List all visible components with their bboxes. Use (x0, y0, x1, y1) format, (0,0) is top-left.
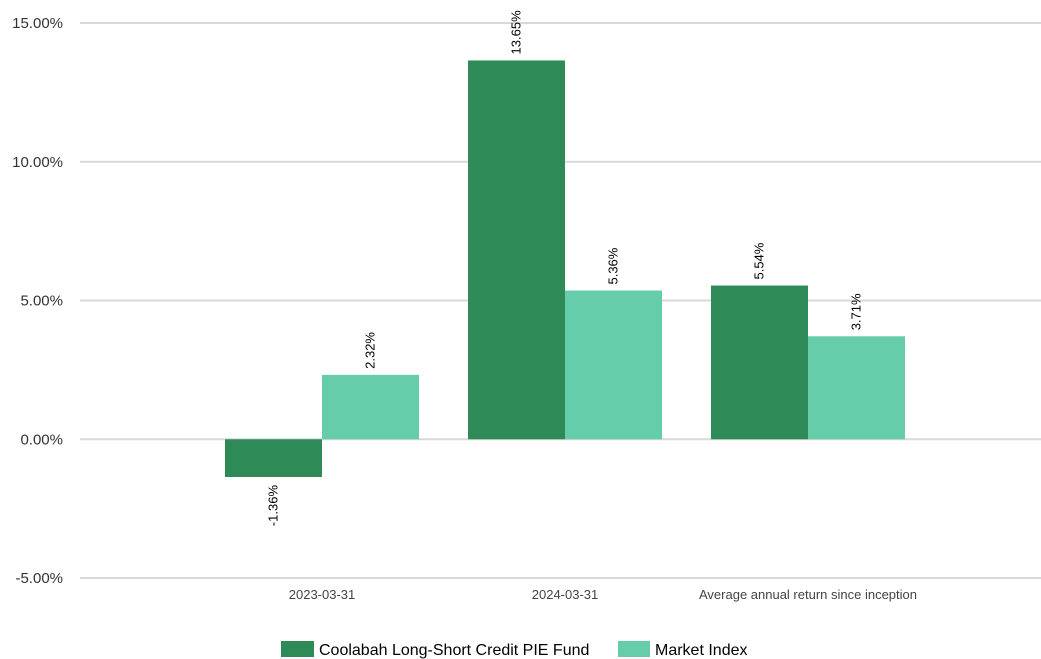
legend-label: Market Index (655, 642, 747, 659)
y-axis-ticks: 15.00% 10.00% 5.00% 0.00% -5.00% (12, 15, 63, 587)
bars (225, 60, 905, 477)
bar (468, 60, 565, 440)
bar (322, 374, 419, 440)
y-tick-label: 15.00% (12, 15, 63, 32)
legend-label: Coolabah Long-Short Credit PIE Fund (319, 642, 589, 659)
y-tick-label: 0.00% (20, 431, 63, 448)
bar (565, 290, 662, 440)
y-tick-label: -5.00% (15, 570, 63, 587)
bar (225, 439, 322, 477)
y-tick-label: 5.00% (20, 293, 63, 310)
data-label: 2.32% (363, 332, 378, 369)
bar (711, 285, 808, 440)
data-label: 3.71% (849, 293, 864, 330)
data-label: 5.54% (752, 242, 767, 279)
legend: Coolabah Long-Short Credit PIE Fund Marke… (281, 641, 747, 659)
data-label: 13.65% (509, 10, 524, 55)
x-category-label: Average annual return since inception (699, 587, 917, 602)
data-label: -1.36% (266, 485, 281, 527)
x-category-label: 2024-03-31 (532, 587, 599, 602)
data-label: 5.36% (606, 247, 621, 284)
legend-swatch (281, 641, 314, 657)
legend-swatch (618, 641, 650, 657)
category-labels: 2023-03-31 2024-03-31 Average annual retur… (289, 587, 917, 602)
data-labels: -1.36% 13.65% 5.54% 2.32% 5.36% 3.71% (266, 10, 864, 526)
y-tick-label: 10.00% (12, 154, 63, 171)
bar (808, 336, 905, 440)
x-category-label: 2023-03-31 (289, 587, 356, 602)
